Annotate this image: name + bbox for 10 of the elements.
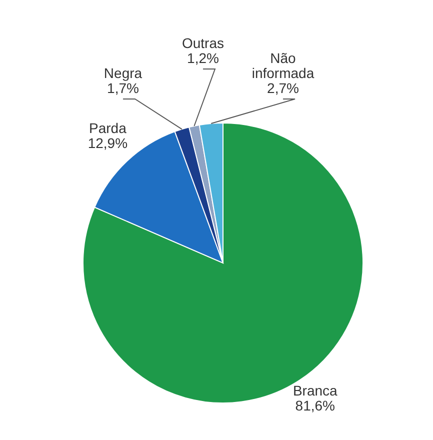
slice-label: Não informada — [252, 50, 314, 81]
slice-label: Outras — [182, 35, 224, 51]
slice-label: Negra — [104, 65, 142, 81]
data-label: 1,2% — [187, 50, 219, 66]
data-label: 1,7% — [107, 80, 139, 96]
slice-label: Parda — [89, 120, 127, 136]
slice-label: Branca — [292, 382, 338, 398]
data-label: 12,9% — [88, 134, 128, 151]
data-label: 2,7% — [267, 80, 299, 96]
data-label: 81,6% — [295, 397, 336, 414]
